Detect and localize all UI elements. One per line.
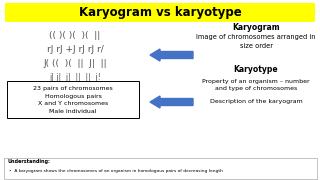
Text: Understanding:: Understanding: <box>7 159 50 165</box>
FancyBboxPatch shape <box>7 81 139 118</box>
Text: •  A karyogram shows the chromosomes of an organism in homologous pairs of decre: • A karyogram shows the chromosomes of a… <box>9 169 223 173</box>
Text: rJ rJ +J rJ rJ r/: rJ rJ +J rJ rJ r/ <box>47 46 103 55</box>
Text: Karyogram vs karyotype: Karyogram vs karyotype <box>79 6 241 19</box>
Text: Description of the karyogram: Description of the karyogram <box>210 100 302 105</box>
Text: 23 pairs of chromosomes
Homologous pairs
X and Y chromosomes
Male individual: 23 pairs of chromosomes Homologous pairs… <box>33 86 113 114</box>
Text: Karyotype: Karyotype <box>234 66 278 75</box>
Text: Property of an organism – number
and type of chromosomes: Property of an organism – number and typ… <box>202 79 310 91</box>
Text: Karyogram: Karyogram <box>232 22 280 32</box>
Text: Image of chromosomes arranged in
size order: Image of chromosomes arranged in size or… <box>196 35 316 50</box>
FancyBboxPatch shape <box>4 158 316 179</box>
Text: j| j|  j|  ||  ||  j!: j| j| j| || || j! <box>49 73 101 82</box>
Text: (( )( )(  )(  ||: (( )( )( )( || <box>49 31 100 40</box>
Text: J( ((  )(  ||  J|  ||: J( (( )( || J| || <box>43 60 107 69</box>
FancyArrow shape <box>150 49 193 61</box>
FancyArrow shape <box>150 96 193 108</box>
FancyBboxPatch shape <box>5 3 315 22</box>
